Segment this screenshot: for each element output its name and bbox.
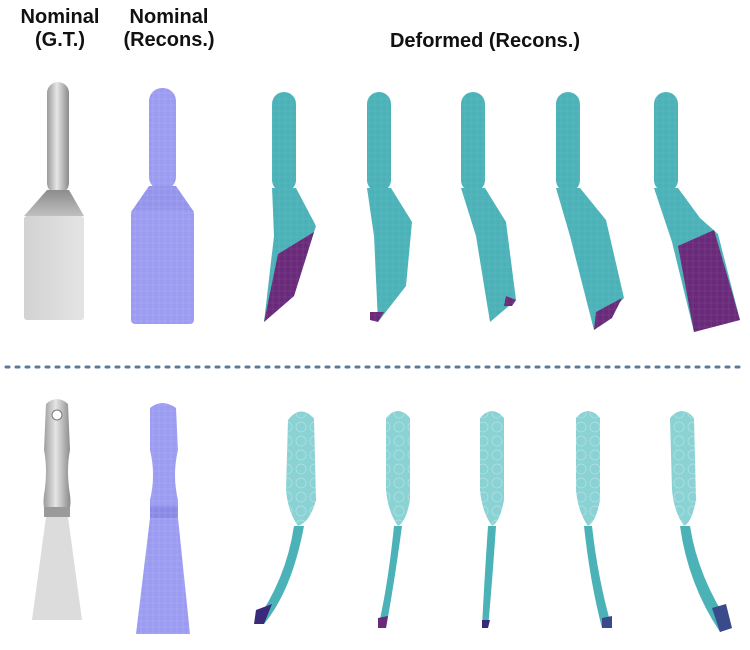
spatula-recons [131,88,194,324]
putty-def1-swirl [286,410,318,526]
spatula-gt-blade [24,216,84,320]
putty-def2-blade [378,526,402,628]
header-deformed-recons: Deformed (Recons.) [389,30,581,52]
putty-def2-contact [378,616,388,628]
putty-def2-swirl [384,408,412,526]
putty-def1-contact [254,604,272,624]
putty-gt-handle [43,399,71,515]
row-spatula [24,82,742,334]
putty-deformed-4 [574,408,612,628]
putty-deformed-5 [668,408,732,632]
putty-def5-swirl [668,408,698,526]
putty-def5-contact [712,604,732,632]
putty-def4-swirl [574,408,602,526]
spatula-gt-neck [24,190,84,216]
putty-def5-blade [680,526,732,632]
putty-gt-blade [32,517,82,620]
spatula-texture-overlay [262,88,742,334]
putty-deformed-2 [378,408,412,628]
header-nominal-gt: Nominal (G.T.) [0,6,120,52]
header-nominal-recons-line2: (Recons.) [123,29,215,51]
putty-def3-contact [482,620,490,628]
putty-def3-blade [482,526,496,628]
putty-recons-texture [136,400,192,636]
putty-def4-contact [602,616,612,628]
putty-gt-hole [51,409,63,421]
spatula-deformed-texture [262,88,742,334]
header-nominal-recons-line1: Nominal [129,6,209,28]
spatula-gt-handle [47,82,69,194]
putty-def3-swirl [478,408,506,526]
putty-def1-blade [254,526,304,624]
header-nominal-gt-line2: (G.T.) [35,29,85,51]
putty-deformed-1 [254,410,318,624]
putty-def4-blade [584,526,612,628]
spatula-gt [24,82,84,320]
row-putty-knife [32,399,732,636]
header-nominal-recons: Nominal (Recons.) [108,6,230,52]
putty-deformed-3 [478,408,506,628]
putty-recons [136,400,192,636]
putty-gt-ferrule [44,507,70,517]
putty-gt [32,399,82,620]
header-nominal-gt-line1: Nominal [20,6,100,28]
spatula-recons-texture [131,88,194,324]
